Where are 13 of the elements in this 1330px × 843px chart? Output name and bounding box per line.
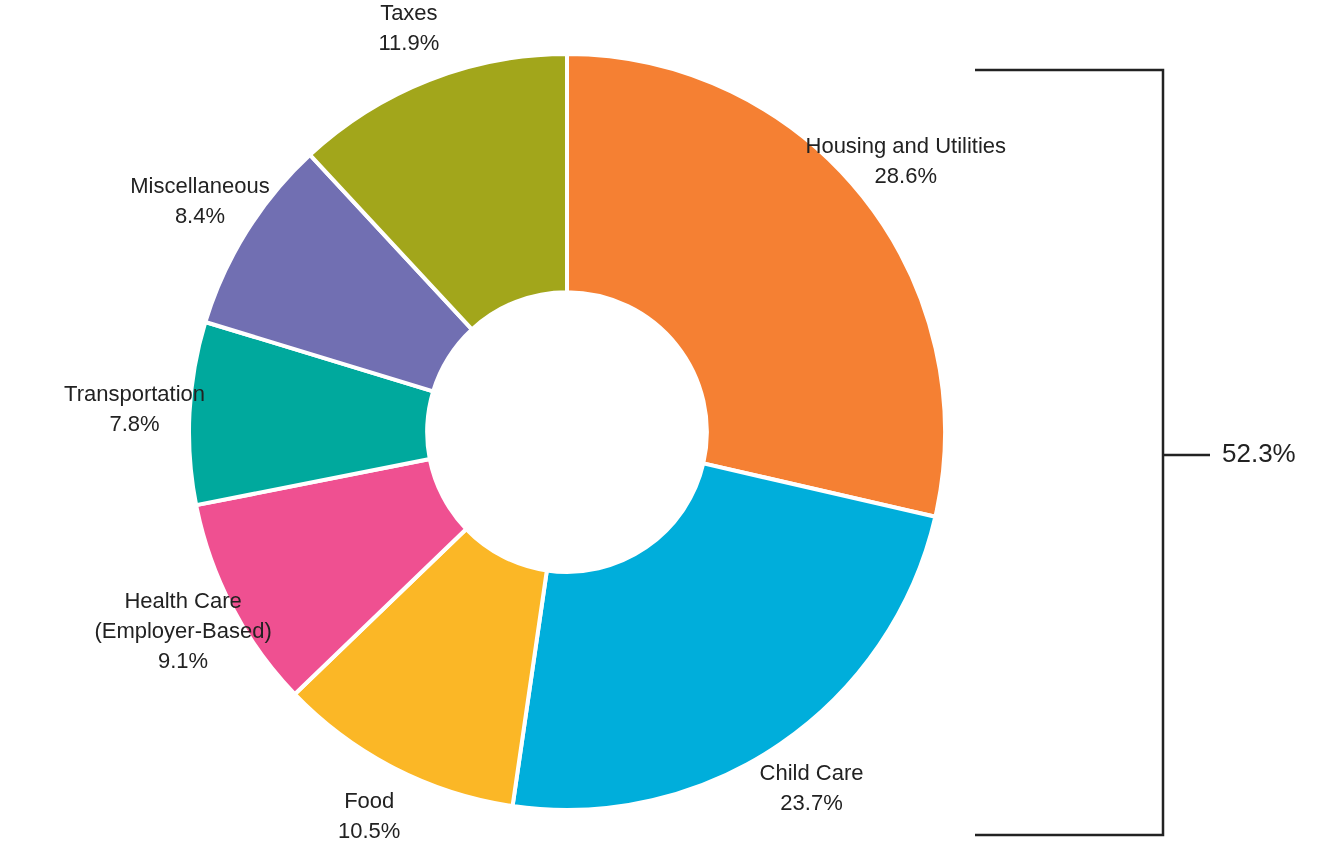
text: 52.3% xyxy=(1222,438,1296,469)
data-label: 9.1% xyxy=(157,648,209,674)
slice-label: Child Care xyxy=(759,760,864,786)
slice-label: Housing and Utilities xyxy=(805,133,1007,159)
data-label: 8.4% xyxy=(174,203,226,229)
data-label: 23.7% xyxy=(780,790,843,816)
data-label: 11.9% xyxy=(378,29,440,55)
data-label: 10.5% xyxy=(338,818,401,843)
slice-label: Miscellaneous xyxy=(130,173,270,199)
data-label: 28.6% xyxy=(874,163,937,189)
slice-label: Food xyxy=(344,788,395,814)
slice-label: Taxes xyxy=(380,0,438,25)
data-label: 7.8% xyxy=(109,411,160,437)
